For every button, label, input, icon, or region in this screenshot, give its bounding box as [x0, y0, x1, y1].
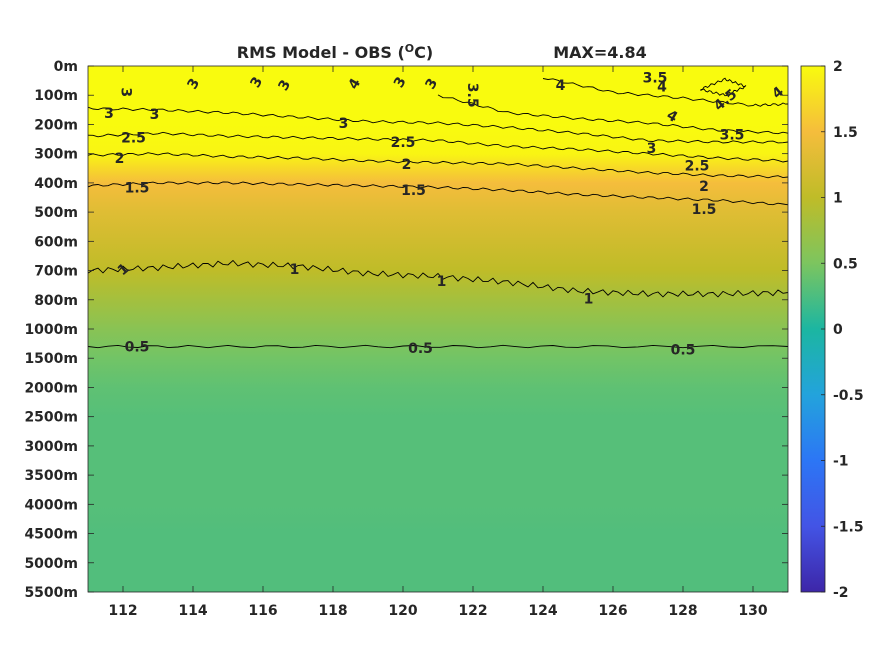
y-tick-label: 600m: [34, 234, 78, 250]
contour-label: 3: [118, 87, 134, 97]
y-tick-label: 400m: [34, 176, 78, 192]
y-tick-label: 700m: [34, 264, 78, 280]
contour-label: 1: [290, 262, 300, 278]
y-tick-label: 800m: [34, 293, 78, 309]
contour-label: 1.5: [692, 202, 717, 218]
x-tick-label: 120: [388, 603, 417, 619]
y-tick-label: 0m: [54, 59, 78, 75]
y-tick-label: 3000m: [24, 439, 78, 455]
contour-line-3-5: [437, 94, 788, 135]
contour-label: 2.5: [391, 135, 416, 151]
contour-line-4-5: [700, 77, 747, 97]
x-tick-label: 114: [178, 603, 207, 619]
x-tick-label: 128: [668, 603, 697, 619]
contour-label: 2: [115, 151, 125, 167]
contour-label: 1.5: [401, 183, 426, 199]
contour-lines: [88, 77, 788, 349]
chart-title-main: RMS Model - OBS (: [237, 43, 405, 62]
y-tick-label: 100m: [34, 88, 78, 104]
contour-label: 4: [657, 79, 667, 95]
contour-label: 0.5: [408, 341, 433, 357]
y-tick-label: 4000m: [24, 497, 78, 513]
y-tick-label: 3500m: [24, 468, 78, 484]
contour-line-1: [88, 259, 788, 298]
contour-label: 3.5: [464, 83, 480, 108]
contour-label: 2: [402, 157, 412, 173]
contour-label: 1: [437, 274, 447, 290]
contour-label: 3: [150, 107, 160, 123]
contour-label: 2.5: [685, 158, 710, 174]
chart-title-tail: C): [414, 43, 433, 62]
y-tick-label: 300m: [34, 147, 78, 163]
y-axis-depth-ticks: 0m 100m 200m 300m 400m 500m 600m 700m 800m 1000m 1…: [24, 59, 788, 601]
colorbar-tick-label: 1.5: [833, 125, 858, 141]
y-tick-label: 2000m: [24, 380, 78, 396]
y-tick-label: 500m: [34, 205, 78, 221]
contour-line-2: [88, 152, 788, 179]
contour-label: 2: [699, 179, 709, 195]
y-tick-label: 5000m: [24, 556, 78, 572]
colorbar-tick-label: 1: [833, 191, 843, 207]
contour-line-0-5: [88, 344, 788, 349]
y-tick-label: 2500m: [24, 410, 78, 426]
y-tick-label: 200m: [34, 117, 78, 133]
y-tick-label: 5500m: [24, 585, 78, 601]
colorbar-ticks: 2 1.5 1 0.5 0 -0.5 -1 -1.5 -2: [821, 59, 864, 601]
colorbar-tick-label: -1.5: [833, 519, 864, 535]
max-value-label: MAX=4.84: [553, 43, 647, 62]
contour-label: 3: [339, 116, 349, 132]
contour-label: 3: [647, 141, 657, 157]
colorbar-tick-label: -0.5: [833, 388, 864, 404]
contour-line-4: [542, 78, 788, 107]
colorbar-tick-label: -1: [833, 454, 849, 470]
x-tick-label: 126: [598, 603, 627, 619]
contour-label: 1.5: [125, 180, 150, 196]
heatmap-field: [88, 66, 788, 592]
contour-line-3: [88, 106, 788, 144]
y-tick-label: 1000m: [24, 322, 78, 338]
contour-label: 3.5: [720, 128, 745, 144]
y-tick-label: 1500m: [24, 351, 78, 367]
contour-label: 1: [584, 291, 594, 307]
chart-title-superscript: O: [405, 42, 414, 55]
y-tick-label: 4500m: [24, 527, 78, 543]
x-axis-ticks: 112 114 116 118 120 122 124 126 128 130: [108, 66, 768, 619]
contour-label: 3: [104, 106, 114, 122]
x-tick-label: 116: [248, 603, 277, 619]
x-tick-label: 118: [318, 603, 347, 619]
contour-label: 3.5: [643, 71, 668, 87]
x-tick-label: 130: [738, 603, 767, 619]
colorbar-tick-label: 0.5: [833, 256, 858, 272]
x-tick-label: 112: [108, 603, 137, 619]
colorbar-tick-label: 0: [833, 322, 843, 338]
contour-label: 4: [556, 78, 566, 94]
chart-title: RMS Model - OBS (OC): [237, 42, 433, 62]
contour-label: 2.5: [121, 131, 146, 147]
contour-label: 0.5: [125, 340, 150, 356]
x-tick-label: 124: [528, 603, 557, 619]
colorbar-tick-label: -2: [833, 585, 849, 601]
contour-line-1-5: [88, 181, 788, 206]
x-tick-label: 122: [458, 603, 487, 619]
contour-line-2-5: [88, 131, 788, 163]
colorbar-tick-label: 2: [833, 59, 843, 75]
contour-label: 0.5: [671, 342, 696, 358]
